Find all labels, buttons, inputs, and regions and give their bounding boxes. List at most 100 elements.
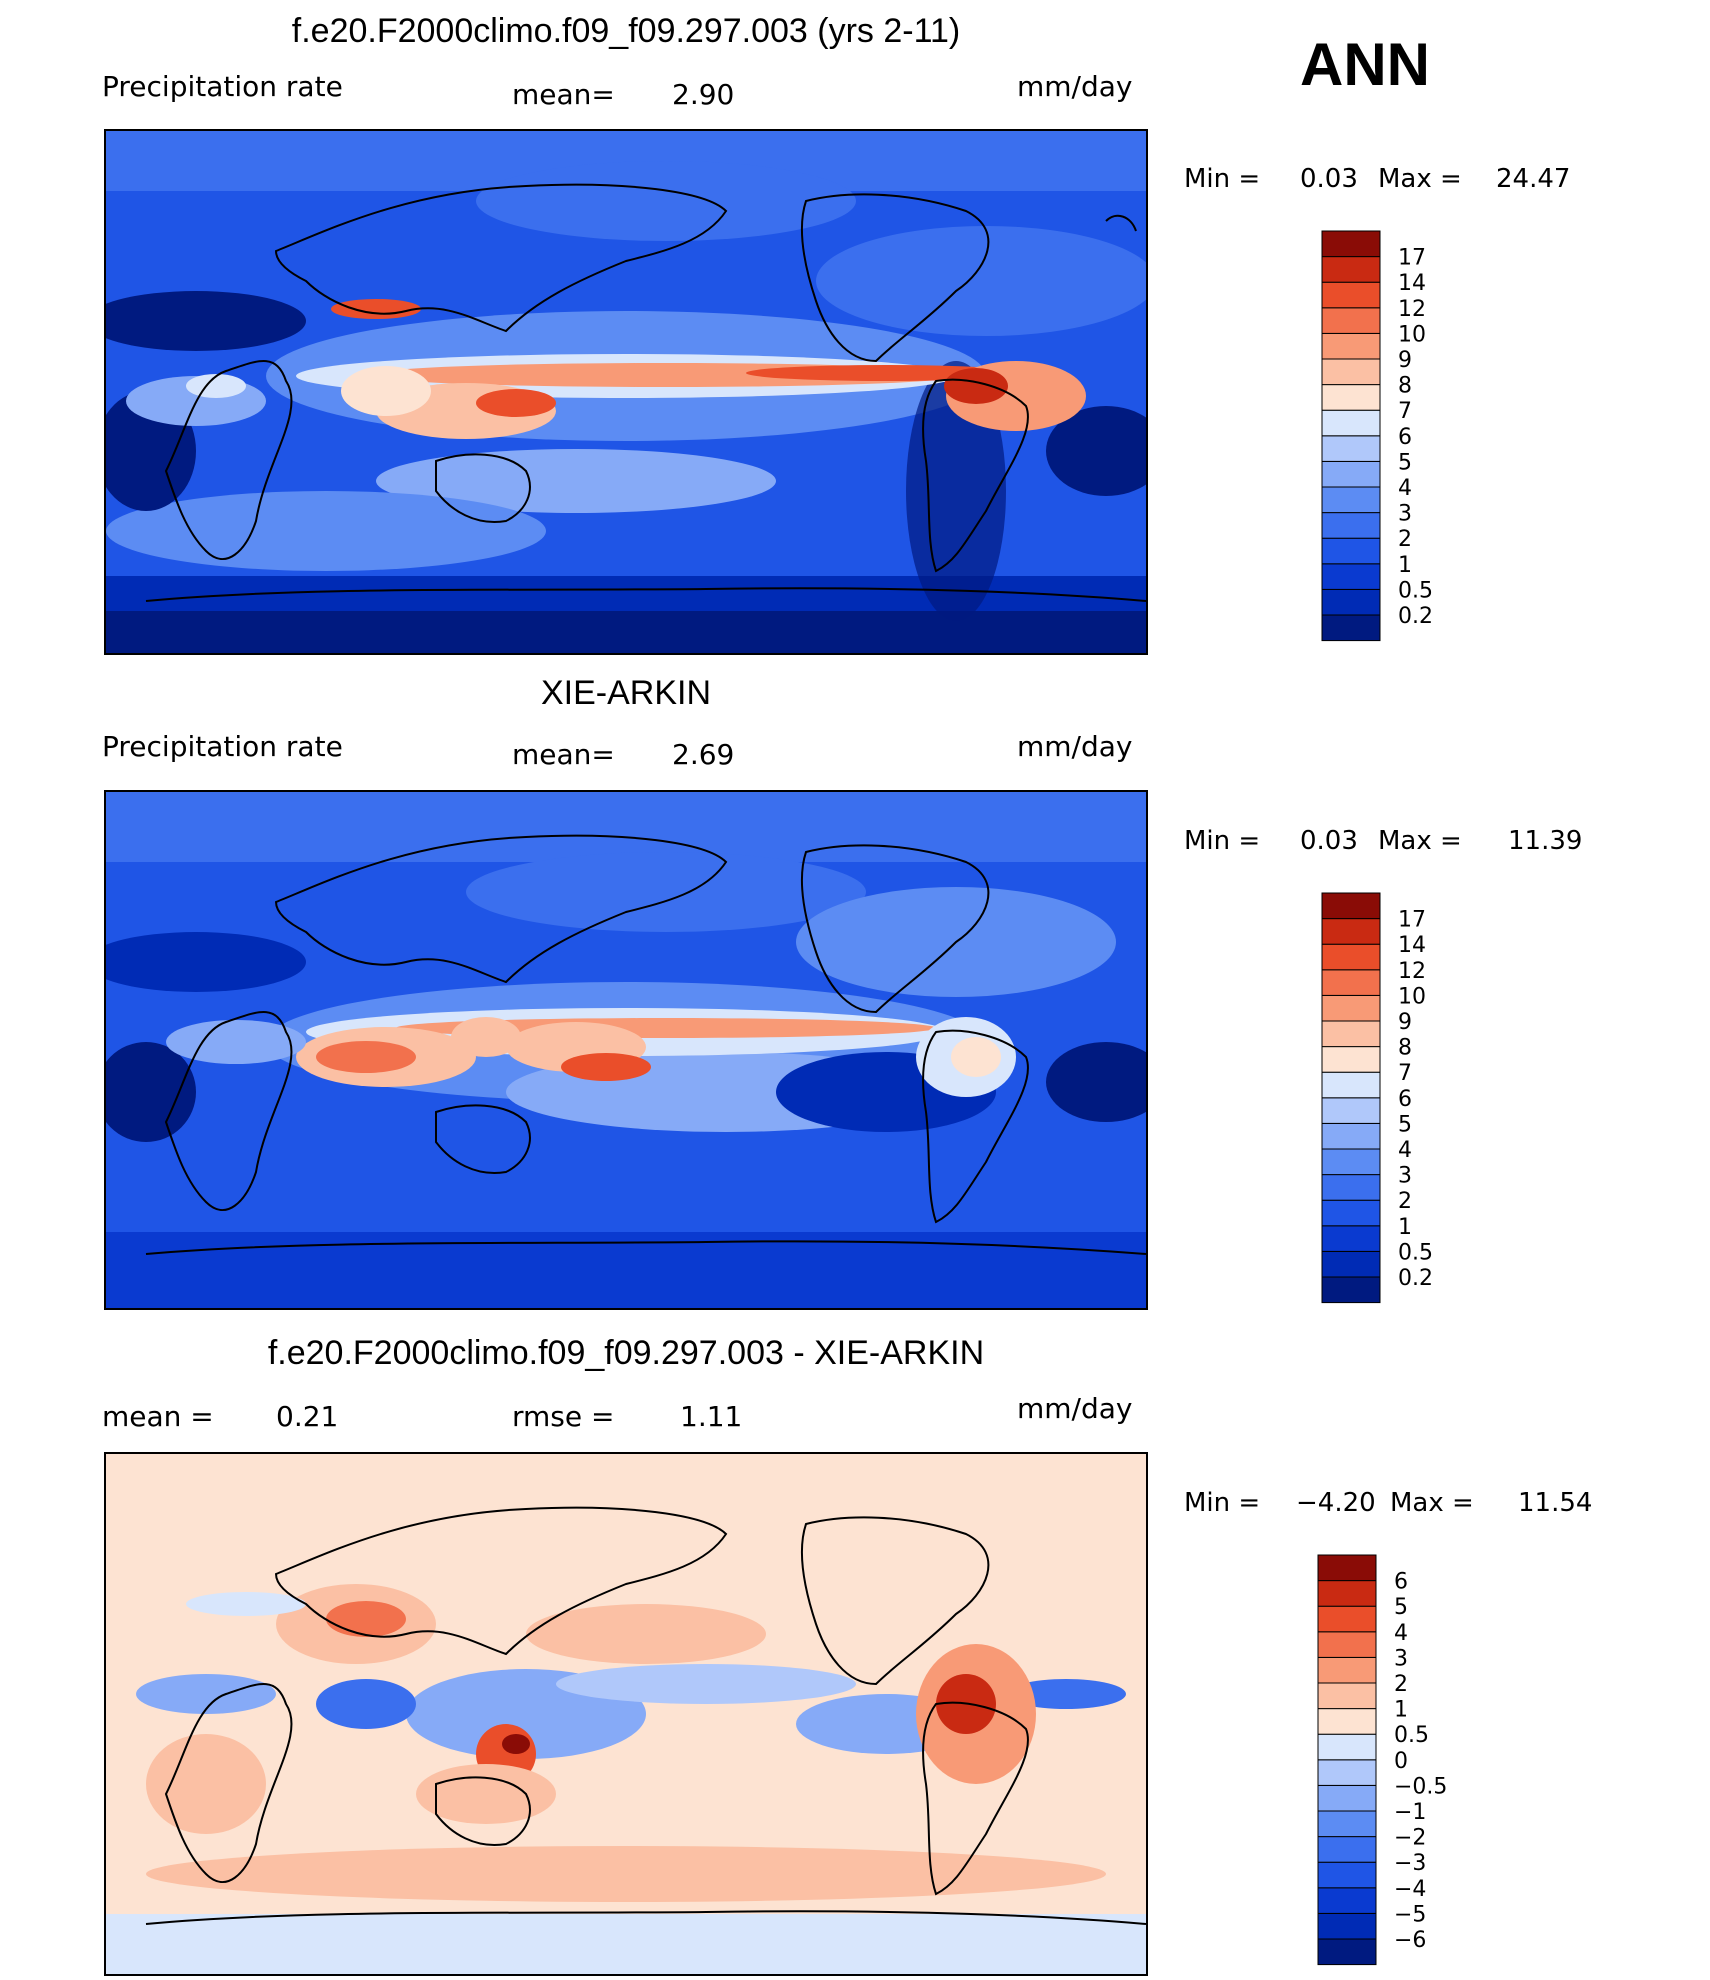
colorbar-tick-label: −6 (1394, 1928, 1426, 1953)
colorbar-tick-label: 3 (1398, 502, 1412, 527)
colorbar-tick-label: 6 (1398, 425, 1412, 450)
colorbar-tick-label: 9 (1398, 1010, 1412, 1035)
colorbar-swatch (1321, 230, 1381, 258)
panel-title: f.e20.F2000climo.f09_f09.297.003 - XIE-A… (267, 1334, 985, 1372)
colorbar-swatch (1321, 486, 1381, 514)
colorbar-tick-label: 1 (1398, 553, 1412, 578)
colorbar-tick-label: 5 (1398, 1112, 1412, 1137)
colorbar-tick-label: −3 (1394, 1851, 1426, 1876)
colorbar: 0.2 0.5 1 2 3 4 5 6 7 8 9 10 12 14 17 (1320, 891, 1480, 1304)
min-label: Min = (1184, 826, 1261, 856)
colorbar-tick-label: 0.5 (1394, 1723, 1429, 1748)
colorbar-tick-label: 9 (1398, 348, 1412, 373)
colorbar-tick-label: 1 (1398, 1215, 1412, 1240)
map-svg (106, 1454, 1146, 1974)
colorbar-swatch (1321, 1122, 1381, 1150)
colorbar-swatch (1317, 1708, 1377, 1735)
colorbar-swatch (1321, 358, 1381, 386)
colorbar-tick-label: 2 (1398, 1189, 1412, 1214)
colorbar-swatch (1321, 384, 1381, 411)
colorbar-tick-label: −5 (1394, 1902, 1426, 1927)
colorbar-swatch (1321, 307, 1381, 334)
min-value: 0.03 (1300, 826, 1358, 856)
colorbar-tick-label: 5 (1394, 1595, 1408, 1620)
colorbar-swatch (1317, 1759, 1377, 1786)
colorbar-swatch (1321, 563, 1381, 590)
max-value: 11.54 (1518, 1488, 1593, 1518)
colorbar-tick-label: 8 (1398, 374, 1412, 399)
min-label: Min = (1184, 164, 1261, 194)
panel-title: XIE-ARKIN (540, 674, 712, 712)
colorbar-swatch (1321, 281, 1381, 309)
colorbar-tick-label: 0.2 (1398, 1266, 1433, 1291)
colorbar-swatch (1317, 1682, 1377, 1710)
colorbar-swatch (1317, 1912, 1377, 1940)
colorbar-swatch (1317, 1938, 1377, 1966)
mean-value: 0.21 (276, 1400, 339, 1433)
mean-label: mean = (102, 1400, 214, 1433)
map-svg (106, 792, 1146, 1308)
min-value: −4.20 (1296, 1488, 1376, 1518)
mean-value: 2.69 (672, 738, 735, 771)
mean-label: mean= (512, 78, 615, 111)
panel-obs: XIE-ARKIN Precipitation rate mean= 2.69 … (0, 660, 1710, 1320)
colorbar-swatch (1317, 1784, 1377, 1812)
colorbar-swatch (1321, 1276, 1381, 1304)
field-label: Precipitation rate (102, 730, 343, 763)
colorbar-tick-label: 10 (1398, 322, 1426, 347)
colorbar-tick-label: 5 (1398, 450, 1412, 475)
colorbar-tick-label: 8 (1398, 1036, 1412, 1061)
colorbar-tick-label: 14 (1398, 933, 1426, 958)
panel-model: f.e20.F2000climo.f09_f09.297.003 (yrs 2-… (0, 0, 1710, 660)
colorbar-swatch (1321, 994, 1381, 1022)
colorbar-tick-label: 4 (1398, 476, 1412, 501)
colorbar-tick-label: 0 (1394, 1749, 1408, 1774)
precip-field (106, 131, 1146, 653)
mean-value: 2.90 (672, 78, 735, 111)
colorbar-swatch (1321, 460, 1381, 488)
colorbar-swatch (1321, 512, 1381, 539)
precip-field (106, 1454, 1146, 1974)
colorbar-swatch (1317, 1733, 1377, 1761)
season-label: ANN (1300, 31, 1430, 98)
max-label: Max = (1390, 1488, 1474, 1518)
coastlines (145, 1506, 1146, 1925)
colorbar-swatch (1321, 918, 1381, 945)
colorbar-tick-label: 6 (1394, 1570, 1408, 1595)
colorbar-swatch (1321, 1250, 1381, 1278)
colorbar-tick-label: 17 (1398, 908, 1426, 933)
precip-field (106, 792, 1146, 1308)
colorbar-tick-label: 0.5 (1398, 1240, 1433, 1265)
colorbar-swatch (1321, 588, 1381, 616)
colorbar-swatch (1321, 969, 1381, 996)
colorbar-swatch (1317, 1631, 1377, 1658)
colorbar-tick-label: 14 (1398, 271, 1426, 296)
panel-title: f.e20.F2000climo.f09_f09.297.003 (yrs 2-… (291, 12, 961, 50)
colorbar-swatch (1321, 1046, 1381, 1073)
colorbar-tick-label: 12 (1398, 959, 1426, 984)
colorbar-tick-label: −1 (1394, 1800, 1426, 1825)
max-value: 24.47 (1496, 164, 1571, 194)
colorbar-swatch (1317, 1656, 1377, 1684)
colorbar-swatch (1317, 1605, 1377, 1633)
colorbar-swatch (1321, 537, 1381, 565)
panel-difference: f.e20.F2000climo.f09_f09.297.003 - XIE-A… (0, 1320, 1710, 1980)
colorbar-tick-label: 4 (1398, 1138, 1412, 1163)
colorbar-swatch (1317, 1887, 1377, 1914)
colorbar-swatch (1321, 332, 1381, 360)
colorbar-swatch (1321, 943, 1381, 971)
min-value: 0.03 (1300, 164, 1358, 194)
colorbar-swatch (1321, 1071, 1381, 1099)
colorbar-tick-label: −2 (1394, 1826, 1426, 1851)
map-plot (104, 790, 1148, 1310)
map-plot (104, 1452, 1148, 1976)
colorbar-swatch (1321, 1097, 1381, 1124)
units-label: mm/day (1017, 730, 1133, 763)
colorbar-tick-label: 6 (1398, 1087, 1412, 1112)
units-label: mm/day (1017, 1392, 1133, 1425)
colorbar-swatch (1317, 1580, 1377, 1607)
min-label: Min = (1184, 1488, 1261, 1518)
